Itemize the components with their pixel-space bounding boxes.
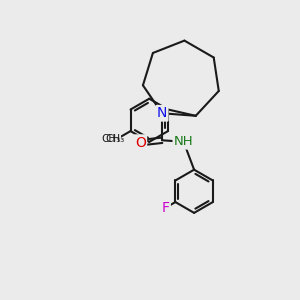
Text: CH₃: CH₃ <box>105 134 124 144</box>
Text: F: F <box>161 201 169 215</box>
Text: O: O <box>135 136 146 150</box>
Text: NH: NH <box>174 135 194 148</box>
Text: N: N <box>157 106 167 120</box>
Text: CH₃: CH₃ <box>101 134 121 144</box>
